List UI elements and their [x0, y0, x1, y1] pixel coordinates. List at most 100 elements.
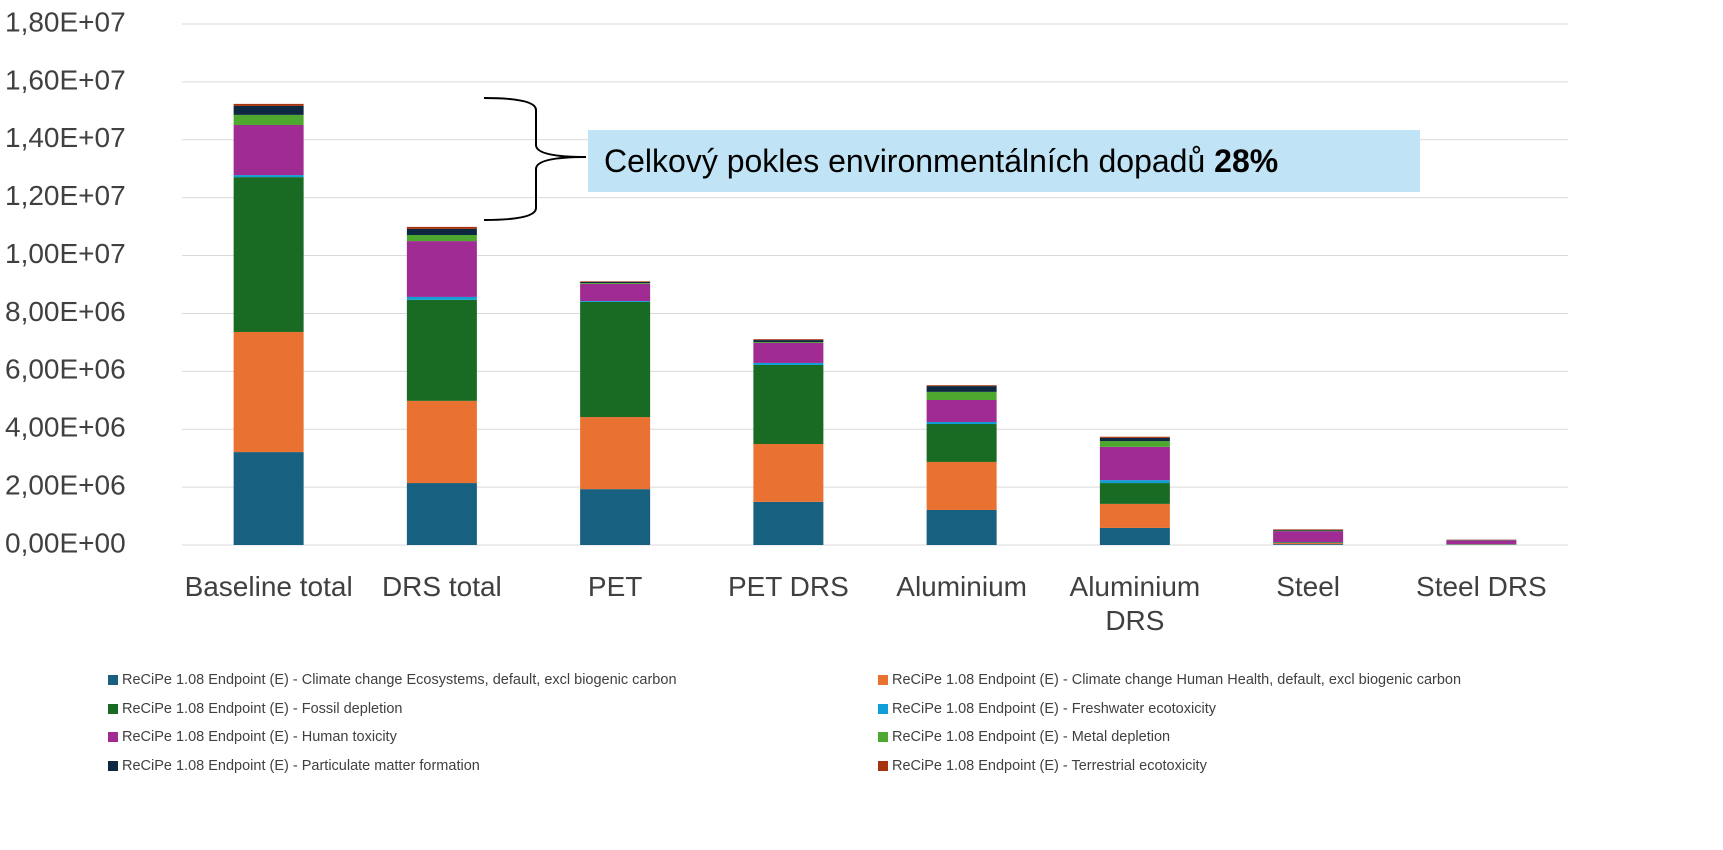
bar-segment [406, 226, 477, 229]
bar-segment [753, 364, 824, 444]
bar-segment [753, 340, 824, 343]
annotation-emphasis: 28% [1214, 143, 1279, 179]
y-tick-label: 6,00E+06 [5, 354, 126, 385]
legend-label: ReCiPe 1.08 Endpoint (E) - Terrestrial e… [892, 757, 1207, 774]
legend-swatch [108, 760, 118, 771]
bar-segment [1099, 446, 1170, 481]
y-tick-label: 1,40E+07 [5, 122, 126, 153]
legend-entry: ReCiPe 1.08 Endpoint (E) - Climate chang… [878, 672, 1461, 688]
y-tick-label: 2,00E+06 [5, 470, 126, 501]
bar-segment [233, 105, 304, 115]
legend-label: ReCiPe 1.08 Endpoint (E) - Particulate m… [122, 757, 480, 774]
bar-segment [753, 339, 824, 341]
bar-segment [926, 399, 997, 422]
legend-entry: ReCiPe 1.08 Endpoint (E) - Particulate m… [108, 758, 480, 774]
legend-label: ReCiPe 1.08 Endpoint (E) - Fossil deplet… [122, 700, 403, 717]
bar-segment [406, 241, 477, 297]
annotation: Celkový pokles environmentálních dopadů … [588, 130, 1420, 192]
bar-segment [926, 421, 997, 425]
bar-segment [926, 424, 997, 462]
y-tick-label: 1,20E+07 [5, 180, 126, 211]
bar-segment [753, 342, 824, 363]
bar-segment [233, 114, 304, 126]
bar-segment [580, 281, 651, 284]
bar-segment [926, 461, 997, 510]
legend-entry: ReCiPe 1.08 Endpoint (E) - Terrestrial e… [878, 758, 1207, 774]
bar-segment [753, 362, 824, 365]
bar-segment [753, 342, 824, 343]
bar-segment [233, 177, 304, 332]
legend-entry: ReCiPe 1.08 Endpoint (E) - Fossil deplet… [108, 701, 402, 717]
bar-segment [1273, 542, 1344, 545]
bar-segment [1273, 530, 1344, 532]
legend-entry: ReCiPe 1.08 Endpoint (E) - Human toxicit… [108, 729, 397, 745]
legend-swatch [878, 703, 888, 714]
y-tick-label: 0,00E+00 [5, 527, 126, 558]
legend-label: ReCiPe 1.08 Endpoint (E) - Human toxicit… [122, 729, 397, 745]
bar-segment [1099, 441, 1170, 447]
bar-segment [580, 281, 651, 282]
legend-label: ReCiPe 1.08 Endpoint (E) - Climate chang… [122, 672, 677, 688]
bar-segment [926, 391, 997, 400]
bar-segment [926, 509, 997, 545]
x-tick-label: Steel DRS [1416, 571, 1547, 602]
annotation-text: Celkový pokles environmentálních dopadů [604, 143, 1206, 179]
legend-entry: ReCiPe 1.08 Endpoint (E) - Freshwater ec… [878, 701, 1216, 717]
x-tick-label: Baseline total [184, 571, 353, 602]
bar-segment [406, 228, 477, 236]
y-tick-label: 8,00E+06 [5, 296, 126, 327]
bar-segment [1099, 527, 1170, 545]
bar-segment [406, 296, 477, 300]
x-tick-label: Aluminium DRS [1069, 571, 1201, 636]
bar-segment [753, 443, 824, 502]
legend-label: ReCiPe 1.08 Endpoint (E) - Climate chang… [892, 672, 1462, 688]
y-tick-label: 4,00E+06 [5, 412, 126, 443]
legend-swatch [878, 732, 888, 742]
legend-swatch [878, 675, 888, 685]
bar-segment [753, 501, 824, 545]
legend-swatch [878, 760, 888, 771]
bar-segment [1273, 529, 1344, 531]
bar-segment [233, 331, 304, 453]
bar-segment [580, 301, 651, 418]
bar-segment [406, 235, 477, 242]
bar-segment [233, 175, 304, 178]
legend-swatch [108, 732, 118, 742]
bar-segment [1099, 483, 1170, 504]
legend-entry: ReCiPe 1.08 Endpoint (E) - Metal depleti… [878, 729, 1170, 745]
bar-segment [580, 283, 651, 284]
bar-segment [926, 386, 997, 392]
y-tick-label: 1,60E+07 [5, 64, 126, 95]
bar-segment [1099, 436, 1170, 438]
bar-segment [1099, 503, 1170, 528]
bar-segment [406, 299, 477, 401]
bar-segment [1273, 529, 1344, 530]
bar-segment [233, 125, 304, 176]
bar-segment [580, 283, 651, 301]
bar-segment [1099, 437, 1170, 442]
bar-segment [233, 452, 304, 545]
bar-segment [1273, 531, 1344, 543]
y-tick-label: 1,00E+07 [5, 238, 126, 269]
bar-segment [406, 483, 477, 545]
x-tick-label: PET DRS [727, 571, 849, 602]
x-tick-label: DRS total [381, 571, 502, 602]
bar-segment [1273, 542, 1344, 543]
legend-label: ReCiPe 1.08 Endpoint (E) - Freshwater ec… [892, 700, 1216, 717]
legend-label: ReCiPe 1.08 Endpoint (E) - Metal depleti… [892, 729, 1171, 745]
bar-segment [406, 400, 477, 484]
legend-swatch [108, 675, 118, 685]
y-tick-label: 1,80E+07 [5, 6, 126, 37]
legend-swatch [108, 703, 118, 714]
bar-segment [926, 385, 997, 387]
bar-segment [580, 417, 651, 490]
x-tick-label: PET [587, 571, 643, 602]
bar-segment [580, 300, 651, 302]
x-tick-label: Steel [1276, 571, 1341, 602]
legend-entry: ReCiPe 1.08 Endpoint (E) - Climate chang… [108, 672, 677, 688]
x-tick-label: Aluminium [896, 571, 1027, 602]
bar-segment [233, 103, 304, 106]
bar-segment [1273, 544, 1344, 545]
